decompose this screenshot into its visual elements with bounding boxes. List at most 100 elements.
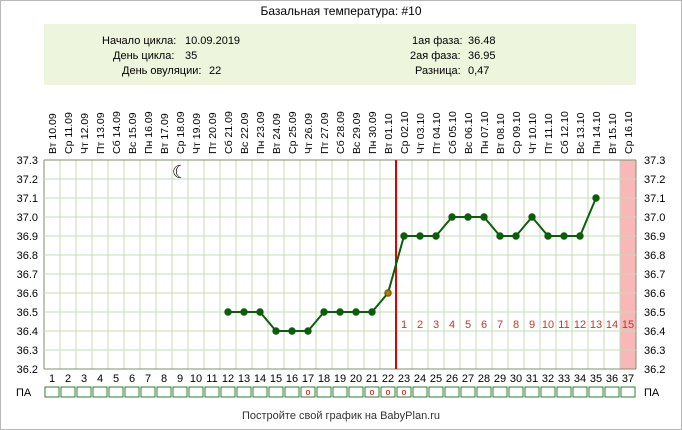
y-tick-label-left: 36.2 bbox=[17, 364, 38, 376]
post-ovulation-day-number: 4 bbox=[449, 319, 455, 331]
pa-cell bbox=[412, 386, 428, 398]
cycle-day-label: 12 bbox=[222, 373, 234, 385]
cycle-day-value: 35 bbox=[185, 50, 198, 62]
cycle-day-label: 15 bbox=[270, 373, 282, 385]
date-label: Сб 28.09 bbox=[335, 111, 347, 154]
y-tick-label-right: 36.6 bbox=[644, 288, 665, 300]
date-label: Сб 14.09 bbox=[111, 111, 123, 154]
date-label: Ср 18.09 bbox=[175, 111, 187, 154]
pa-cell bbox=[156, 386, 172, 398]
pa-cell bbox=[396, 386, 412, 398]
date-label: Пн 07.10 bbox=[479, 111, 491, 154]
pa-cell bbox=[572, 386, 588, 398]
cycle-day-label: 17 bbox=[302, 373, 314, 385]
cycle-info-panel: Начало цикла: 10.09.2019 День цикла: 35 … bbox=[44, 24, 636, 85]
temperature-point bbox=[512, 232, 520, 240]
cycle-day-label: 34 bbox=[574, 373, 586, 385]
pa-cell bbox=[252, 386, 268, 398]
date-label: Пт 13.09 bbox=[95, 112, 107, 154]
pa-cell bbox=[476, 386, 492, 398]
post-ovulation-day-number: 12 bbox=[574, 319, 586, 331]
cycle-start-value: 10.09.2019 bbox=[185, 35, 241, 47]
y-tick-label-left: 36.7 bbox=[17, 269, 38, 281]
pa-label-left: ПА bbox=[16, 387, 32, 399]
date-label: Пт 11.10 bbox=[543, 113, 555, 154]
date-label: Вт 01.10 bbox=[383, 113, 395, 154]
cycle-day-label: 5 bbox=[113, 373, 119, 385]
post-ovulation-day-number: 13 bbox=[590, 319, 602, 331]
date-label: Сб 05.10 bbox=[447, 111, 459, 154]
y-tick-label-right: 36.5 bbox=[644, 307, 665, 319]
date-label: Вт 24.09 bbox=[271, 113, 283, 154]
difference-label: Разница: bbox=[415, 65, 461, 77]
date-label: Пт 27.09 bbox=[319, 112, 331, 154]
cycle-day-label: 8 bbox=[161, 373, 167, 385]
y-tick-label-left: 36.6 bbox=[17, 288, 38, 300]
cycle-day-label: 24 bbox=[414, 373, 426, 385]
y-tick-label-right: 37.0 bbox=[644, 212, 665, 224]
post-ovulation-day-number: 11 bbox=[558, 319, 569, 331]
pa-mark: o bbox=[369, 387, 374, 397]
pa-cell bbox=[460, 386, 476, 398]
forecast-day-band bbox=[620, 160, 636, 369]
temperature-point bbox=[304, 327, 312, 335]
pa-cell bbox=[284, 386, 300, 398]
y-tick-label-left: 36.9 bbox=[17, 231, 38, 243]
post-ovulation-day-number: 1 bbox=[401, 319, 407, 331]
post-ovulation-day-number: 8 bbox=[513, 319, 519, 331]
footer-link-text[interactable]: Постройте свой график на BabyPlan.ru bbox=[241, 410, 441, 422]
pa-cell bbox=[508, 386, 524, 398]
temperature-point bbox=[560, 232, 568, 240]
cycle-day-label: 32 bbox=[542, 373, 554, 385]
post-ovulation-day-number: 7 bbox=[497, 319, 503, 331]
post-ovulation-day-number: 9 bbox=[529, 319, 535, 331]
date-label: Вс 15.09 bbox=[127, 112, 139, 154]
date-label: Чт 10.10 bbox=[527, 113, 539, 154]
y-tick-label-right: 37.1 bbox=[644, 193, 665, 205]
pa-cell bbox=[108, 386, 124, 398]
date-label: Чт 19.09 bbox=[191, 113, 203, 154]
post-ovulation-day-number: 14 bbox=[606, 319, 618, 331]
date-label: Вт 15.10 bbox=[607, 113, 619, 154]
date-label: Чт 12.09 bbox=[79, 113, 91, 154]
date-label: Вс 22.09 bbox=[239, 112, 251, 154]
pa-mark: o bbox=[401, 387, 406, 397]
date-label: Пт 04.10 bbox=[431, 112, 443, 154]
phase2-label: 2ая фаза: bbox=[410, 50, 461, 62]
post-ovulation-day-number: 5 bbox=[465, 319, 471, 331]
y-tick-label-right: 36.7 bbox=[644, 269, 665, 281]
cycle-day-label: 7 bbox=[145, 373, 151, 385]
temperature-point bbox=[544, 232, 552, 240]
y-tick-label-left: 37.1 bbox=[17, 193, 38, 205]
cycle-day-label: День цикла: bbox=[113, 50, 175, 62]
date-label: Пн 23.09 bbox=[255, 111, 267, 154]
y-tick-label-left: 36.8 bbox=[17, 250, 38, 262]
post-ovulation-day-number: 15 bbox=[622, 319, 634, 331]
pa-cell bbox=[556, 386, 572, 398]
cycle-day-label: 37 bbox=[622, 373, 634, 385]
cycle-day-label: 27 bbox=[462, 373, 474, 385]
date-label: Вс 29.09 bbox=[351, 112, 363, 154]
pa-cell bbox=[332, 386, 348, 398]
date-label: Ср 25.09 bbox=[287, 111, 299, 154]
pa-cell bbox=[620, 386, 636, 398]
pa-cell bbox=[140, 386, 156, 398]
pa-cell bbox=[124, 386, 140, 398]
y-tick-label-left: 36.5 bbox=[17, 307, 38, 319]
y-tick-label-left: 37.2 bbox=[17, 174, 38, 186]
pa-mark: o bbox=[385, 387, 390, 397]
cycle-day-label: 6 bbox=[129, 373, 135, 385]
temperature-point bbox=[528, 213, 536, 221]
pa-cell bbox=[540, 386, 556, 398]
pa-cell bbox=[204, 386, 220, 398]
cycle-day-label: 14 bbox=[254, 373, 266, 385]
y-tick-label-left: 36.4 bbox=[17, 326, 38, 338]
temperature-point bbox=[400, 232, 408, 240]
cycle-day-label: 10 bbox=[190, 373, 202, 385]
pa-cell bbox=[364, 386, 380, 398]
pa-cell bbox=[236, 386, 252, 398]
y-tick-label-right: 36.8 bbox=[644, 250, 665, 262]
temperature-point bbox=[272, 327, 280, 335]
y-tick-label-right: 36.9 bbox=[644, 231, 665, 243]
pa-cell bbox=[172, 386, 188, 398]
